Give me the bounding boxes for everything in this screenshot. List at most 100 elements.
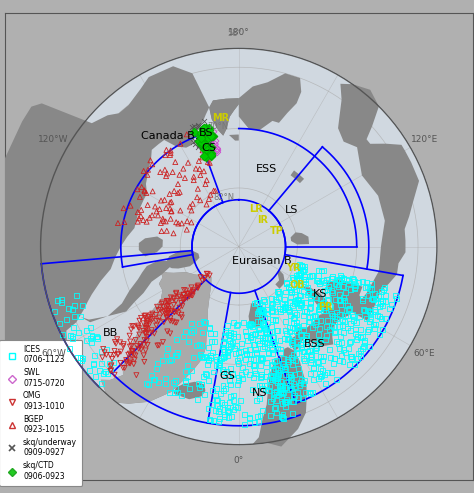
Point	[54, 296, 62, 304]
Point	[370, 320, 377, 328]
Point	[119, 342, 127, 350]
Point	[320, 371, 328, 379]
Point	[144, 171, 151, 179]
Point	[204, 343, 212, 351]
Point	[143, 189, 150, 197]
Point	[306, 273, 314, 281]
Point	[355, 350, 363, 358]
Point	[137, 206, 145, 214]
Point	[203, 125, 211, 133]
Point	[302, 333, 310, 341]
Point	[380, 286, 388, 294]
Point	[292, 321, 300, 329]
Point	[158, 300, 165, 308]
Point	[289, 274, 296, 282]
Point	[366, 342, 374, 350]
Point	[321, 287, 328, 295]
Point	[201, 128, 208, 136]
Point	[203, 176, 210, 184]
Point	[280, 303, 288, 311]
Point	[246, 321, 253, 329]
Point	[99, 353, 106, 361]
Point	[163, 297, 171, 305]
Point	[176, 140, 184, 147]
Point	[330, 354, 338, 362]
Point	[275, 294, 283, 302]
Point	[300, 355, 308, 363]
Point	[344, 311, 351, 319]
Point	[286, 386, 293, 393]
Point	[359, 333, 366, 341]
Point	[290, 370, 298, 378]
Point	[292, 297, 300, 305]
Point	[348, 311, 356, 319]
Point	[147, 311, 155, 319]
Point	[174, 180, 182, 188]
Point	[368, 295, 375, 303]
Point	[255, 382, 263, 389]
Point	[264, 349, 272, 356]
Point	[282, 398, 289, 406]
Point	[126, 332, 133, 340]
Point	[351, 360, 358, 368]
Point	[208, 337, 216, 345]
Point	[278, 399, 286, 407]
Point	[180, 296, 188, 304]
Point	[282, 326, 290, 334]
Point	[341, 318, 348, 326]
Point	[149, 187, 156, 195]
Point	[339, 346, 347, 353]
Point	[369, 295, 376, 303]
Point	[370, 325, 378, 333]
Point	[163, 307, 170, 315]
Point	[282, 398, 290, 406]
Point	[360, 342, 367, 350]
Point	[201, 274, 208, 282]
Point	[241, 355, 249, 363]
Point	[159, 303, 167, 311]
Point	[201, 136, 209, 144]
Point	[201, 133, 209, 141]
Point	[339, 357, 347, 365]
Point	[267, 300, 275, 308]
Point	[171, 308, 178, 316]
Point	[247, 334, 255, 342]
Point	[280, 360, 288, 368]
Point	[98, 348, 106, 355]
Point	[224, 349, 232, 356]
Point	[234, 381, 242, 388]
Point	[316, 369, 323, 377]
Point	[301, 308, 308, 316]
Point	[213, 385, 221, 392]
Point	[196, 132, 204, 140]
Point	[379, 302, 386, 310]
Point	[225, 399, 233, 407]
Point	[289, 388, 297, 396]
Point	[288, 332, 296, 340]
Point	[365, 285, 373, 293]
Point	[246, 351, 254, 358]
Point	[161, 308, 168, 316]
Point	[272, 308, 280, 316]
Point	[232, 402, 239, 410]
Point	[214, 360, 222, 368]
Point	[182, 294, 189, 302]
Point	[250, 341, 257, 349]
Point	[136, 331, 143, 339]
Point	[111, 371, 118, 379]
Point	[134, 218, 142, 226]
Point	[182, 328, 190, 336]
Point	[203, 129, 211, 137]
Point	[193, 193, 201, 201]
Point	[143, 322, 151, 330]
Point	[211, 338, 219, 346]
Point	[163, 146, 170, 154]
Point	[264, 310, 271, 317]
Point	[247, 333, 255, 341]
Point	[153, 208, 160, 215]
Point	[290, 276, 297, 283]
Point	[208, 152, 215, 160]
Polygon shape	[229, 135, 239, 141]
Point	[314, 358, 322, 366]
Point	[289, 324, 297, 332]
